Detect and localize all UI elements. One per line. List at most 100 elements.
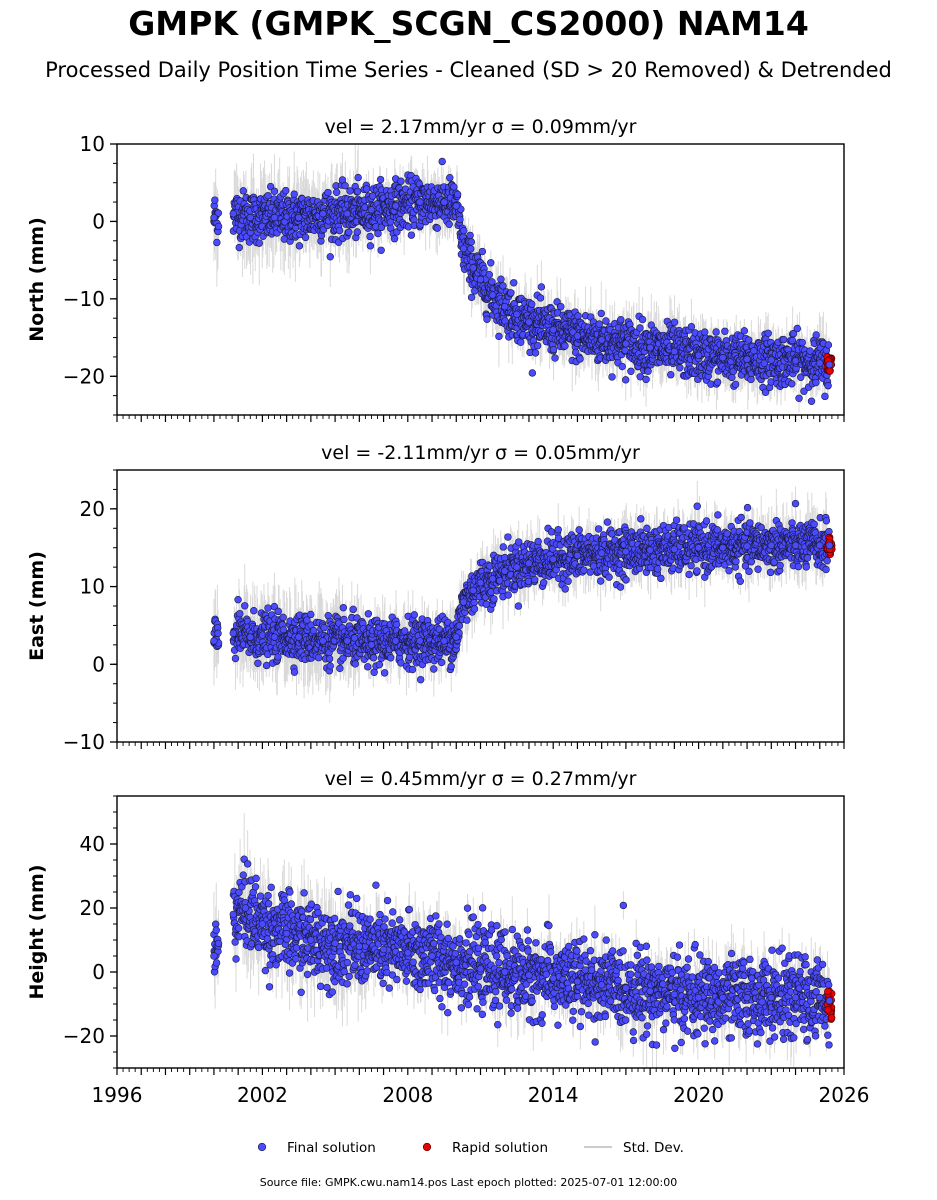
data-point	[670, 318, 679, 326]
data-point	[377, 223, 386, 232]
data-point	[597, 309, 605, 318]
data-point	[676, 364, 684, 372]
data-point	[234, 595, 242, 604]
data-point	[445, 220, 453, 228]
data-point	[262, 661, 271, 670]
data-point	[483, 315, 491, 323]
data-point	[791, 357, 800, 365]
data-point	[806, 347, 814, 355]
data-point	[366, 242, 375, 250]
data-point	[290, 190, 298, 198]
data-point	[364, 663, 372, 671]
data-point	[537, 283, 546, 291]
data-point	[488, 291, 497, 299]
data-point	[608, 373, 616, 381]
data-point	[574, 312, 582, 320]
data-point	[214, 629, 222, 638]
data-point	[438, 157, 446, 166]
data-point	[452, 202, 460, 210]
data-point	[528, 369, 537, 377]
plot-area	[210, 144, 836, 413]
data-point	[712, 328, 720, 336]
data-point	[816, 359, 824, 367]
data-point	[416, 198, 424, 206]
data-point	[353, 187, 362, 196]
panel-title: vel = 2.17mm/yr σ = 0.09mm/yr	[325, 116, 637, 138]
y-tick-label: −20	[63, 364, 105, 388]
data-point	[295, 213, 303, 222]
data-point	[370, 668, 378, 676]
data-point	[798, 338, 806, 347]
data-point	[214, 222, 223, 231]
data-point	[501, 302, 509, 311]
data-point	[740, 327, 749, 335]
plot-area	[210, 480, 836, 703]
data-point	[561, 342, 569, 350]
data-point	[210, 213, 218, 222]
y-axis-label: East (mm)	[26, 551, 48, 661]
data-point	[376, 175, 385, 184]
data-point	[618, 362, 626, 371]
data-point	[354, 173, 362, 182]
data-point	[767, 356, 775, 364]
data-point	[728, 373, 736, 382]
data-point	[314, 653, 323, 662]
data-point	[525, 318, 533, 326]
data-point	[369, 654, 378, 662]
data-point	[636, 324, 644, 332]
y-tick-label: 10	[80, 132, 105, 156]
data-point	[821, 392, 829, 401]
data-point	[453, 190, 462, 199]
data-point	[694, 351, 703, 360]
data-point	[761, 388, 770, 396]
data-point	[369, 192, 377, 200]
page-title: GMPK (GMPK_SCGN_CS2000) NAM14	[128, 4, 809, 43]
data-point	[390, 235, 399, 243]
data-point	[351, 660, 359, 668]
y-axis-label: North (mm)	[26, 217, 48, 342]
data-point	[533, 341, 542, 350]
data-point	[627, 367, 635, 375]
data-point	[301, 233, 310, 242]
data-point	[456, 215, 464, 224]
data-point	[450, 183, 458, 191]
data-point	[531, 349, 540, 357]
data-point	[528, 300, 536, 308]
page-subtitle: Processed Daily Position Time Series - C…	[45, 58, 892, 82]
data-point	[713, 378, 722, 386]
data-point	[325, 655, 334, 663]
data-point	[497, 275, 505, 283]
data-point	[793, 324, 801, 333]
data-point	[397, 177, 405, 185]
data-point	[279, 626, 288, 634]
y-tick-label: 0	[92, 209, 105, 233]
data-point	[460, 226, 468, 235]
data-point	[295, 242, 304, 250]
data-point	[557, 302, 565, 311]
data-point	[326, 662, 334, 670]
data-point	[510, 279, 518, 287]
data-point	[397, 659, 405, 667]
data-point	[236, 609, 244, 618]
data-point	[617, 316, 625, 324]
data-point	[332, 188, 341, 196]
data-point	[602, 317, 610, 325]
data-point	[282, 186, 290, 195]
data-point	[213, 238, 221, 247]
data-point	[551, 354, 559, 362]
data-point	[255, 239, 263, 247]
data-point	[797, 373, 805, 381]
data-point	[440, 198, 448, 206]
data-point	[270, 602, 279, 611]
data-point	[335, 226, 344, 235]
data-point	[340, 615, 348, 624]
data-point	[731, 380, 740, 389]
data-point	[487, 259, 495, 267]
data-point	[349, 605, 357, 614]
data-point	[374, 229, 382, 238]
data-point	[812, 331, 820, 339]
data-point	[274, 607, 282, 616]
y-tick-label: −10	[63, 287, 105, 311]
data-point	[446, 174, 454, 182]
